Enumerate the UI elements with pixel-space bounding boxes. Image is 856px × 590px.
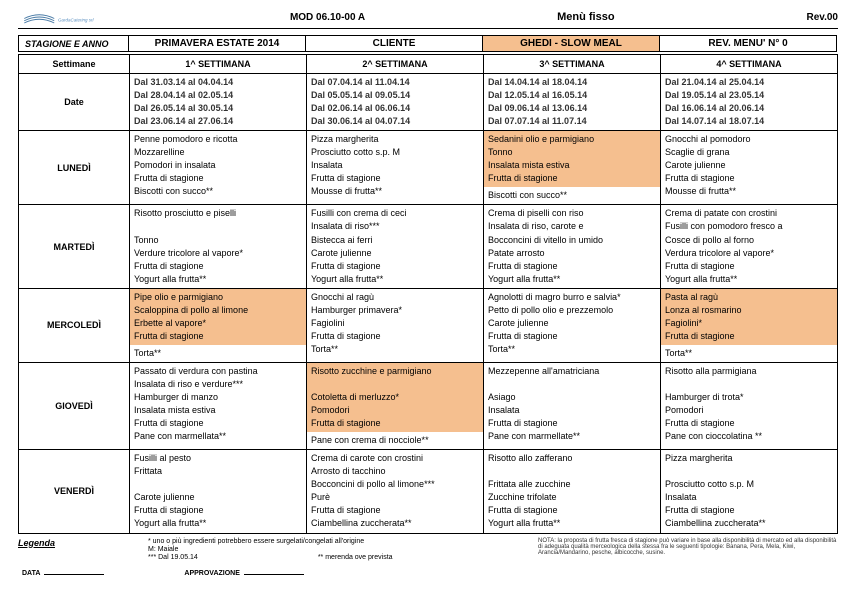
- lun-w4: Gnocchi al pomodoro Scaglie di grana Car…: [661, 131, 838, 205]
- day-mer: MERCOLEDÌ: [19, 288, 130, 362]
- mer-w1-cell: Pipe olio e parmigiano Scaloppina di pol…: [130, 288, 307, 362]
- ven-w3: Risotto allo zafferano Frittata alle zuc…: [484, 450, 661, 533]
- menu-table: Settimane 1^ SETTIMANA 2^ SETTIMANA 3^ S…: [18, 54, 838, 534]
- revmenu-value: REV. MENU' N° 0: [659, 35, 837, 52]
- mar-w4: Crema di patate con crostini Fusilli con…: [661, 205, 838, 288]
- week-1-header: 1^ SETTIMANA: [130, 55, 307, 74]
- mer-w4-cell: Pasta al ragù Lonza al rosmarino Fagioli…: [661, 288, 838, 362]
- date-row: Date Dal 31.03.14 al 04.04.14 Dal 28.04.…: [19, 74, 838, 131]
- mer-w3: Agnolotti di magro burro e salvia* Petto…: [484, 288, 661, 362]
- settimane-label: Settimane: [19, 55, 130, 74]
- gio-w3: Mezzepenne all'amatriciana Asiago Insala…: [484, 362, 661, 449]
- gio-w2-cell: Risotto zucchine e parmigiano Cotoletta …: [307, 362, 484, 449]
- header-row-1: STAGIONE E ANNO PRIMAVERA ESTATE 2014 CL…: [18, 35, 838, 52]
- dates-w4: Dal 21.04.14 al 25.04.14 Dal 19.05.14 al…: [661, 74, 838, 131]
- lun-w3-cell: Sedanini olio e parmigiano Tonno Insalat…: [484, 131, 661, 205]
- mer-w4-slow: Pasta al ragù Lonza al rosmarino Fagioli…: [661, 289, 837, 345]
- menu-title: Menù fisso: [557, 11, 614, 23]
- mer-row: MERCOLEDÌ Pipe olio e parmigiano Scalopp…: [19, 288, 838, 362]
- stagione-label: STAGIONE E ANNO: [18, 35, 129, 52]
- company-logo: GardaCatering srl: [18, 8, 98, 26]
- ven-row: VENERDÌ Fusilli al pesto Frittata Carote…: [19, 450, 838, 533]
- lun-w2: Pizza margherita Prosciutto cotto s.p. M…: [307, 131, 484, 205]
- date-label: Date: [19, 74, 130, 131]
- lun-w3-slow: Sedanini olio e parmigiano Tonno Insalat…: [484, 131, 660, 187]
- week-2-header: 2^ SETTIMANA: [307, 55, 484, 74]
- gio-w2b: Pane con crema di nocciole**: [307, 432, 483, 449]
- cliente-label: CLIENTE: [305, 35, 483, 52]
- legend-line-1: * uno o più ingredienti potrebbero esser…: [148, 538, 518, 545]
- legend-note: NOTA: la proposta di frutta fresca di st…: [538, 538, 838, 562]
- mar-row: MARTEDÌ Risotto prosciutto e piselli Ton…: [19, 205, 838, 288]
- mar-w1: Risotto prosciutto e piselli Tonno Verdu…: [130, 205, 307, 288]
- legend-line-4: ** merenda ove prevista: [318, 554, 393, 561]
- ven-w1: Fusilli al pesto Frittata Carote julienn…: [130, 450, 307, 533]
- legend: Legenda * uno o più ingredienti potrebbe…: [18, 538, 838, 562]
- week-3-header: 3^ SETTIMANA: [484, 55, 661, 74]
- footer-approvazione: APPROVAZIONE: [184, 570, 304, 577]
- legend-label: Legenda: [18, 538, 128, 562]
- ven-w4: Pizza margherita Prosciutto cotto s.p. M…: [661, 450, 838, 533]
- lun-w3b: Biscotti con succo**: [484, 187, 660, 204]
- day-mar: MARTEDÌ: [19, 205, 130, 288]
- week-4-header: 4^ SETTIMANA: [661, 55, 838, 74]
- mer-w2: Gnocchi al ragù Hamburger primavera* Fag…: [307, 288, 484, 362]
- gio-w1: Passato di verdura con pastina Insalata …: [130, 362, 307, 449]
- cliente-value: GHEDI - SLOW MEAL: [482, 35, 660, 52]
- day-gio: GIOVEDÌ: [19, 362, 130, 449]
- footer-data: DATA: [22, 570, 104, 577]
- week-header-row: Settimane 1^ SETTIMANA 2^ SETTIMANA 3^ S…: [19, 55, 838, 74]
- mar-w3: Crema di piselli con riso Insalata di ri…: [484, 205, 661, 288]
- day-ven: VENERDÌ: [19, 450, 130, 533]
- legend-line-3: *** Dal 19.05.14: [148, 554, 198, 561]
- ven-w2: Crema di carote con crostini Arrosto di …: [307, 450, 484, 533]
- stagione-value: PRIMAVERA ESTATE 2014: [128, 35, 306, 52]
- dates-w1: Dal 31.03.14 al 04.04.14 Dal 28.04.14 al…: [130, 74, 307, 131]
- mer-w4b: Torta**: [661, 345, 837, 362]
- gio-row: GIOVEDÌ Passato di verdura con pastina I…: [19, 362, 838, 449]
- dates-w2: Dal 07.04.14 al 11.04.14 Dal 05.05.14 al…: [307, 74, 484, 131]
- dates-w3: Dal 14.04.14 al 18.04.14 Dal 12.05.14 al…: [484, 74, 661, 131]
- gio-w4: Risotto alla parmigiana Hamburger di tro…: [661, 362, 838, 449]
- lun-row: LUNEDÌ Penne pomodoro e ricotta Mozzarel…: [19, 131, 838, 205]
- mar-w2: Fusilli con crema di ceci Insalata di ri…: [307, 205, 484, 288]
- top-bar: GardaCatering srl MOD 06.10-00 A Menù fi…: [18, 8, 838, 29]
- mod-code: MOD 06.10-00 A: [290, 12, 365, 23]
- footer: DATA APPROVAZIONE: [18, 570, 838, 577]
- legend-line-2: M: Maiale: [148, 546, 518, 553]
- lun-w1: Penne pomodoro e ricotta Mozzarelline Po…: [130, 131, 307, 205]
- gio-w2-slow: Risotto zucchine e parmigiano Cotoletta …: [307, 363, 483, 432]
- day-lun: LUNEDÌ: [19, 131, 130, 205]
- svg-text:GardaCatering srl: GardaCatering srl: [58, 18, 95, 23]
- page: GardaCatering srl MOD 06.10-00 A Menù fi…: [0, 0, 856, 585]
- rev-code: Rev.00: [806, 12, 838, 23]
- mer-w1b: Torta**: [130, 345, 306, 362]
- mer-w1-slow: Pipe olio e parmigiano Scaloppina di pol…: [130, 289, 306, 345]
- legend-content: * uno o più ingredienti potrebbero esser…: [148, 538, 518, 562]
